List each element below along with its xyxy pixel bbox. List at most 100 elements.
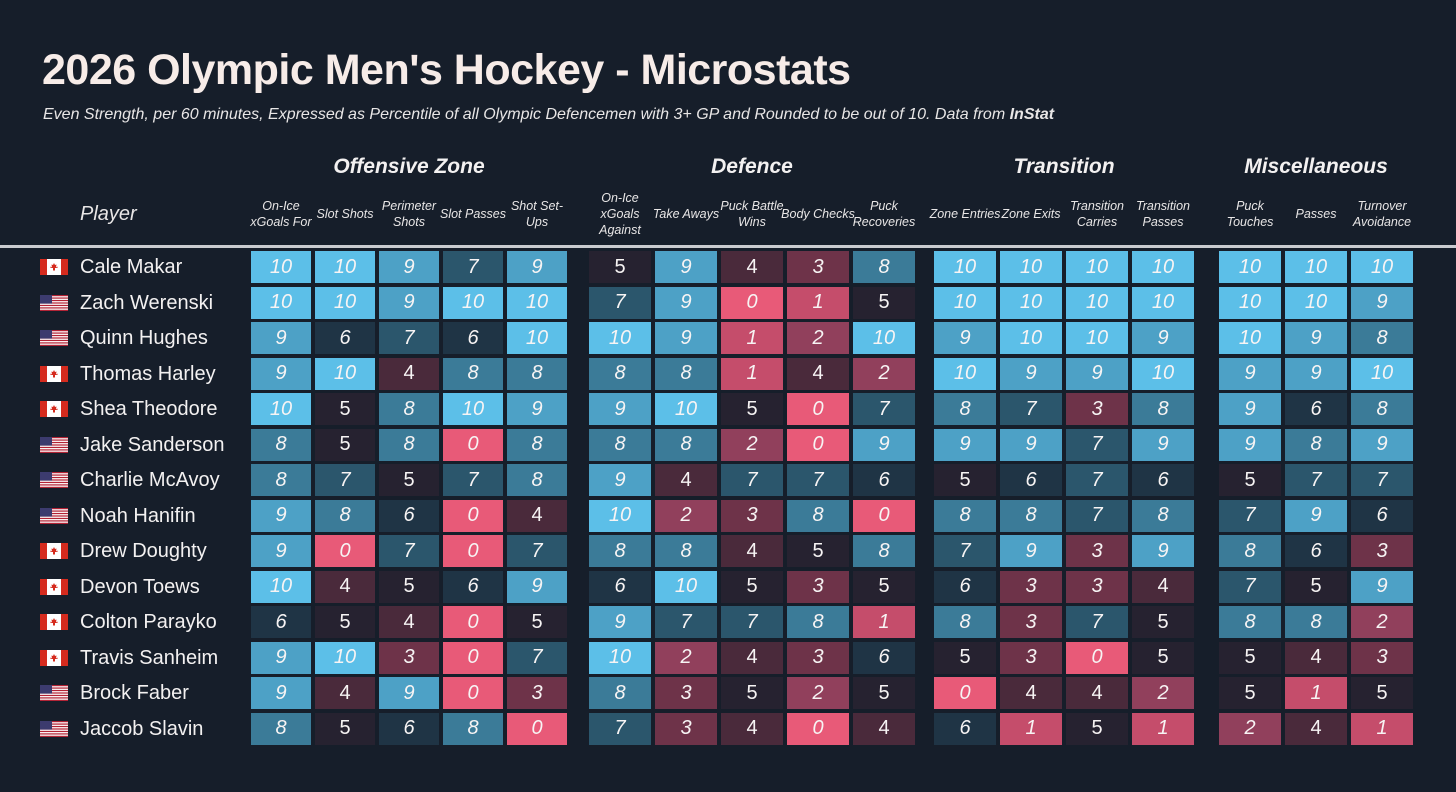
stat-cell: 9 [1219, 357, 1281, 390]
stat-cell: 10 [315, 286, 375, 319]
stat-cell: 0 [853, 499, 915, 532]
stat-cell: 6 [853, 641, 915, 674]
stat-cell: 3 [1000, 606, 1062, 638]
stat-cell: 4 [721, 535, 783, 567]
stat-cell: 6 [589, 570, 651, 603]
usa-flag-icon [40, 436, 68, 453]
stat-cell: 2 [655, 499, 717, 532]
stat-cell: 10 [443, 286, 503, 319]
stat-cell: 0 [443, 499, 503, 532]
stat-cell: 2 [1219, 712, 1281, 745]
stat-cell: 6 [1000, 464, 1062, 496]
stat-cell: 8 [507, 357, 567, 390]
stat-cell: 8 [1351, 393, 1413, 425]
player-name: Charlie McAvoy [80, 469, 220, 491]
stat-cell: 8 [1000, 499, 1062, 532]
stat-cell: 8 [655, 428, 717, 461]
stat-cell: 8 [934, 393, 996, 425]
canada-flag-icon [40, 365, 68, 382]
stat-cell: 9 [589, 464, 651, 496]
stat-cell: 7 [787, 464, 849, 496]
stat-cell: 5 [379, 464, 439, 496]
column-header: Puck Touches [1226, 198, 1274, 229]
stat-cell: 10 [251, 393, 311, 425]
stat-cell: 5 [315, 712, 375, 745]
stat-cell: 3 [787, 641, 849, 674]
stat-cell: 9 [379, 286, 439, 319]
stat-cell: 9 [507, 393, 567, 425]
column-header: Slot Passes [439, 206, 506, 221]
stat-cell: 10 [589, 499, 651, 532]
stat-cell: 10 [1351, 357, 1413, 390]
stat-cell: 7 [853, 393, 915, 425]
stat-cell: 5 [1132, 606, 1194, 638]
stat-cell: 5 [853, 286, 915, 319]
usa-flag-icon [40, 472, 68, 488]
column-header: On-Ice xGoals For [250, 198, 312, 229]
stat-cell: 8 [315, 499, 375, 532]
stat-cell: 7 [1219, 499, 1281, 532]
stat-cell: 9 [655, 251, 717, 283]
stat-cell: 3 [655, 712, 717, 745]
stat-cell: 10 [1285, 286, 1347, 319]
stat-cell: 0 [443, 606, 503, 638]
stat-cell: 5 [315, 428, 375, 461]
stat-cell: 7 [379, 322, 439, 354]
group-header: Defence [711, 155, 793, 178]
column-header: Zone Exits [1001, 206, 1061, 221]
stat-cell: 3 [1066, 393, 1128, 425]
stat-cell: 4 [655, 464, 717, 496]
stat-cell: 10 [315, 251, 375, 283]
stat-cell: 6 [1285, 535, 1347, 567]
stat-cell: 0 [443, 535, 503, 567]
stat-cell: 8 [1219, 535, 1281, 567]
stat-cell: 1 [1000, 712, 1062, 745]
player-name: Jake Sanderson [80, 433, 225, 456]
canada-flag-icon [40, 578, 68, 595]
stat-cell: 8 [787, 606, 849, 638]
stat-cell: 8 [1285, 606, 1347, 638]
column-header: Perimeter Shots [381, 198, 437, 229]
stat-cell: 0 [507, 712, 567, 745]
stat-cell: 3 [721, 499, 783, 532]
stat-cell: 10 [443, 393, 503, 425]
stat-cell: 0 [787, 428, 849, 461]
stat-cell: 1 [1351, 712, 1413, 745]
canada-flag-icon [40, 259, 68, 275]
stat-cell: 9 [1219, 393, 1281, 425]
stat-cell: 9 [589, 606, 651, 638]
player-name: Devon Toews [80, 575, 200, 598]
stat-cell: 0 [1066, 641, 1128, 674]
stat-cell: 10 [1132, 251, 1194, 283]
stat-cell: 9 [1285, 499, 1347, 532]
stat-cell: 7 [379, 535, 439, 567]
stat-cell: 9 [251, 357, 311, 390]
stat-cell: 10 [315, 641, 375, 674]
stat-cell: 4 [1285, 641, 1347, 674]
stat-cell: 3 [1000, 641, 1062, 674]
stat-cell: 10 [1219, 251, 1281, 283]
stat-cell: 8 [934, 499, 996, 532]
stat-cell: 9 [1351, 286, 1413, 319]
stat-cell: 8 [1132, 499, 1194, 532]
stat-cell: 6 [1285, 393, 1347, 425]
column-header: Body Checks [781, 206, 855, 221]
stat-cell: 3 [1351, 535, 1413, 567]
stat-cell: 4 [379, 357, 439, 390]
stat-cell: 10 [853, 322, 915, 354]
stat-cell: 5 [1285, 570, 1347, 603]
stat-cell: 8 [787, 499, 849, 532]
stat-cell: 1 [1285, 677, 1347, 709]
stat-cell: 7 [1285, 464, 1347, 496]
stat-cell: 10 [315, 357, 375, 390]
stat-cell: 9 [251, 641, 311, 674]
player-name: Quinn Hughes [80, 327, 208, 349]
stat-cell: 10 [934, 286, 996, 319]
stat-cell: 6 [934, 712, 996, 745]
stat-cell: 7 [1000, 393, 1062, 425]
stat-cell: 0 [315, 535, 375, 567]
stat-cell: 9 [1351, 428, 1413, 461]
player-name: Noah Hanifin [80, 504, 196, 527]
column-header: On-Ice xGoals Against [599, 190, 641, 238]
stat-cell: 8 [589, 535, 651, 567]
